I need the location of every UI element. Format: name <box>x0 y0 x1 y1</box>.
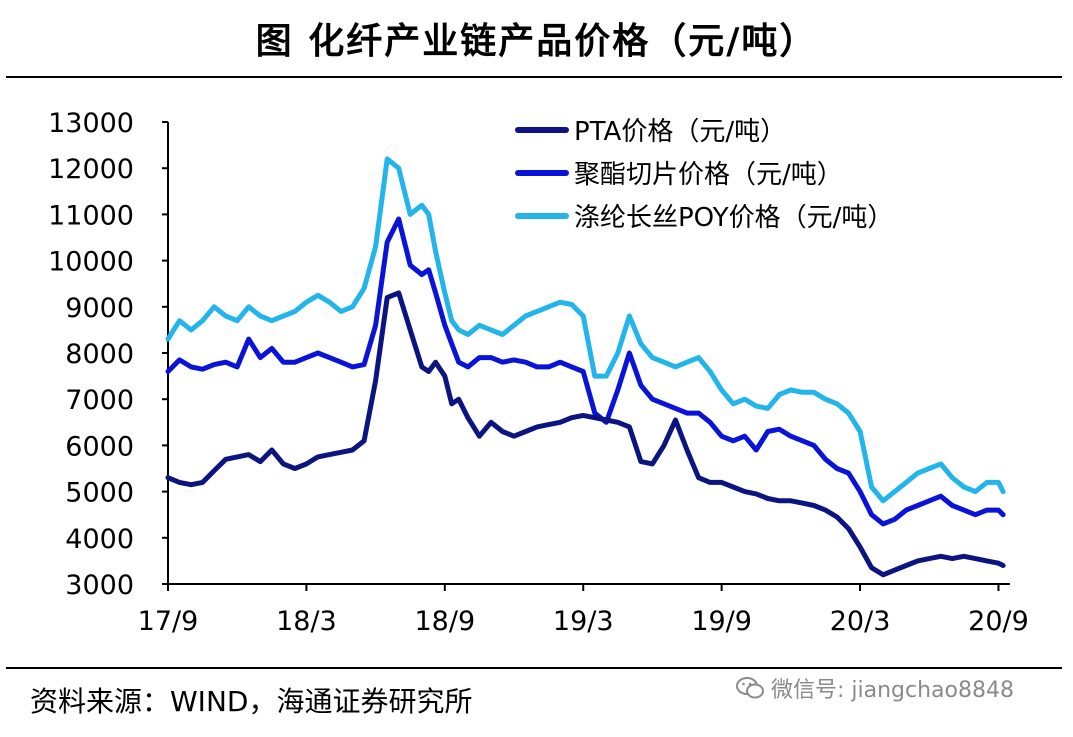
legend: PTA价格（元/吨） 聚酯切片价格（元/吨） 涤纶长丝POY价格（元/吨） <box>515 117 893 233</box>
axes: 3000 4000 5000 6000 7000 8000 9000 10000 11000 12… <box>48 108 1029 637</box>
wechat-watermark: 微信号: jiangchao8848 <box>735 672 1014 704</box>
series-line-0 <box>165 290 1006 578</box>
wechat-icon <box>736 677 764 699</box>
price-line-chart: 3000 4000 5000 6000 7000 8000 9000 10000 11000 12… <box>48 108 1029 637</box>
x-tick-label: 18/9 <box>415 606 476 637</box>
page-title: 图 化纤产业链产品价格（元/吨） <box>255 21 818 62</box>
x-tick-label: 17/9 <box>138 606 199 637</box>
x-tick-label: 20/9 <box>968 606 1029 637</box>
y-tick-label: 3000 <box>65 570 134 601</box>
y-tick-label: 10000 <box>48 247 134 278</box>
legend-label-1: 聚酯切片价格（元/吨） <box>574 160 843 190</box>
y-tick-label: 9000 <box>65 293 134 324</box>
legend-label-2: 涤纶长丝POY价格（元/吨） <box>574 203 893 233</box>
y-tick-label: 13000 <box>48 108 134 139</box>
y-tick-label: 7000 <box>65 385 134 416</box>
series-line-1 <box>165 216 1006 527</box>
y-tick-label: 11000 <box>48 200 134 231</box>
title-divider <box>6 76 1062 78</box>
y-tick-label: 5000 <box>65 478 134 509</box>
footer-divider <box>6 667 1062 669</box>
x-tick-label: 18/3 <box>276 606 337 637</box>
legend-label-0: PTA价格（元/吨） <box>574 117 786 147</box>
y-tick-label: 6000 <box>65 431 134 462</box>
x-tick-label: 20/3 <box>830 606 891 637</box>
watermark-text: 微信号: jiangchao8848 <box>771 678 1014 703</box>
series-line-2 <box>165 156 1006 504</box>
x-tick-label: 19/9 <box>691 606 752 637</box>
y-tick-label: 4000 <box>65 524 134 555</box>
x-tick-label: 19/3 <box>553 606 614 637</box>
source-note: 资料来源：WIND，海通证券研究所 <box>30 685 473 718</box>
y-tick-label: 8000 <box>65 339 134 370</box>
series-lines <box>165 156 1006 578</box>
y-tick-label: 12000 <box>48 154 134 185</box>
